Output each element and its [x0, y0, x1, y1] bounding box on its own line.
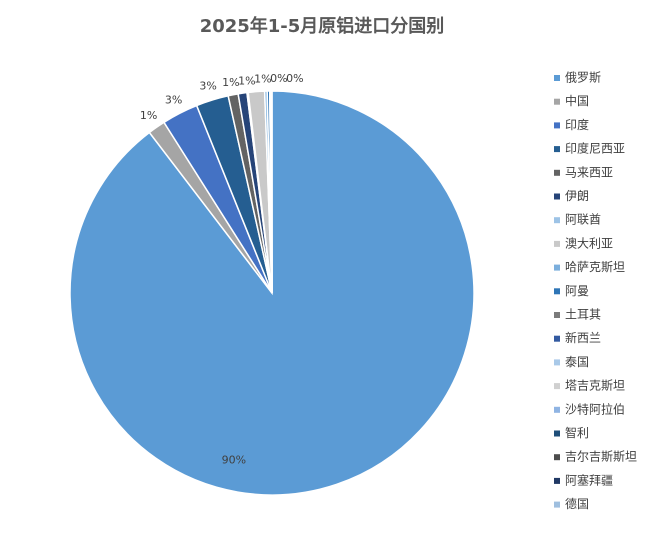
legend-label: 阿曼: [565, 284, 589, 298]
legend-label: 智利: [565, 425, 589, 440]
legend-swatch: [554, 478, 560, 484]
legend-swatch: [554, 75, 560, 81]
legend-swatch: [554, 431, 560, 437]
legend-swatch: [554, 502, 560, 508]
data-label: 1%: [238, 74, 255, 87]
data-label: 3%: [165, 94, 182, 107]
legend-swatch: [554, 407, 560, 413]
legend-swatch: [554, 312, 560, 318]
data-label: 1%: [254, 73, 271, 86]
legend-label: 新西兰: [565, 330, 601, 345]
legend-label: 泰国: [565, 355, 589, 369]
legend-swatch: [554, 122, 560, 128]
legend-label: 俄罗斯: [565, 71, 601, 85]
legend-label: 阿联酋: [565, 212, 601, 227]
legend-swatch: [554, 194, 560, 200]
legend-label: 印度尼西亚: [565, 141, 625, 156]
legend-label: 土耳其: [565, 308, 601, 322]
legend-swatch: [554, 241, 560, 247]
legend-swatch: [554, 170, 560, 176]
legend-swatch: [554, 99, 560, 105]
chart-title: 2025年1-5月原铝进口分国别: [200, 15, 445, 37]
legend-label: 沙特阿拉伯: [565, 401, 625, 416]
legend-label: 阿塞拜疆: [565, 472, 613, 487]
data-label: 3%: [199, 80, 216, 93]
legend-swatch: [554, 383, 560, 389]
legend-label: 马来西亚: [565, 165, 613, 179]
data-label: 0%: [286, 72, 303, 85]
legend-label: 塔吉克斯坦: [565, 379, 625, 393]
legend-label: 澳大利亚: [565, 236, 613, 250]
legend-swatch: [554, 359, 560, 365]
data-label: 0%: [270, 72, 287, 85]
data-label: 90%: [222, 454, 246, 467]
legend-label: 伊朗: [565, 189, 589, 203]
legend-label: 德国: [565, 496, 589, 511]
legend-swatch: [554, 336, 560, 342]
legend-label: 中国: [565, 93, 589, 108]
data-label: 1%: [140, 109, 157, 122]
legend-swatch: [554, 146, 560, 152]
legend-label: 印度: [565, 117, 589, 132]
data-label: 1%: [222, 76, 239, 89]
legend-swatch: [554, 265, 560, 271]
legend-label: 哈萨克斯坦: [565, 260, 625, 274]
legend-swatch: [554, 217, 560, 223]
legend-swatch: [554, 454, 560, 460]
legend-swatch: [554, 288, 560, 294]
legend-label: 吉尔吉斯斯坦: [565, 449, 637, 464]
